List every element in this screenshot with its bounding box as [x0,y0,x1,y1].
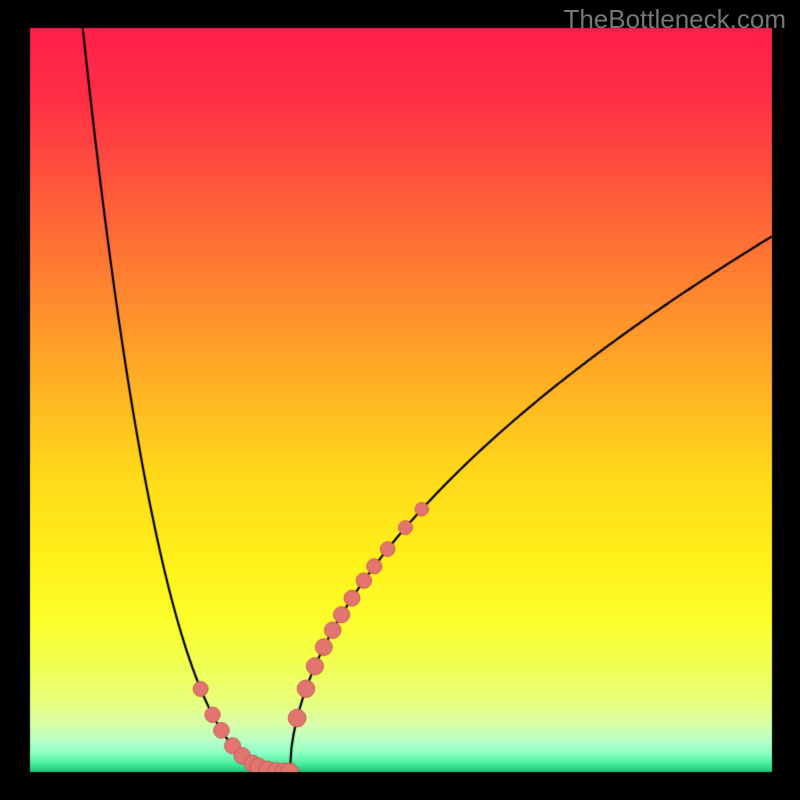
watermark-text: TheBottleneck.com [563,4,786,35]
bottleneck-v-chart [0,0,800,800]
